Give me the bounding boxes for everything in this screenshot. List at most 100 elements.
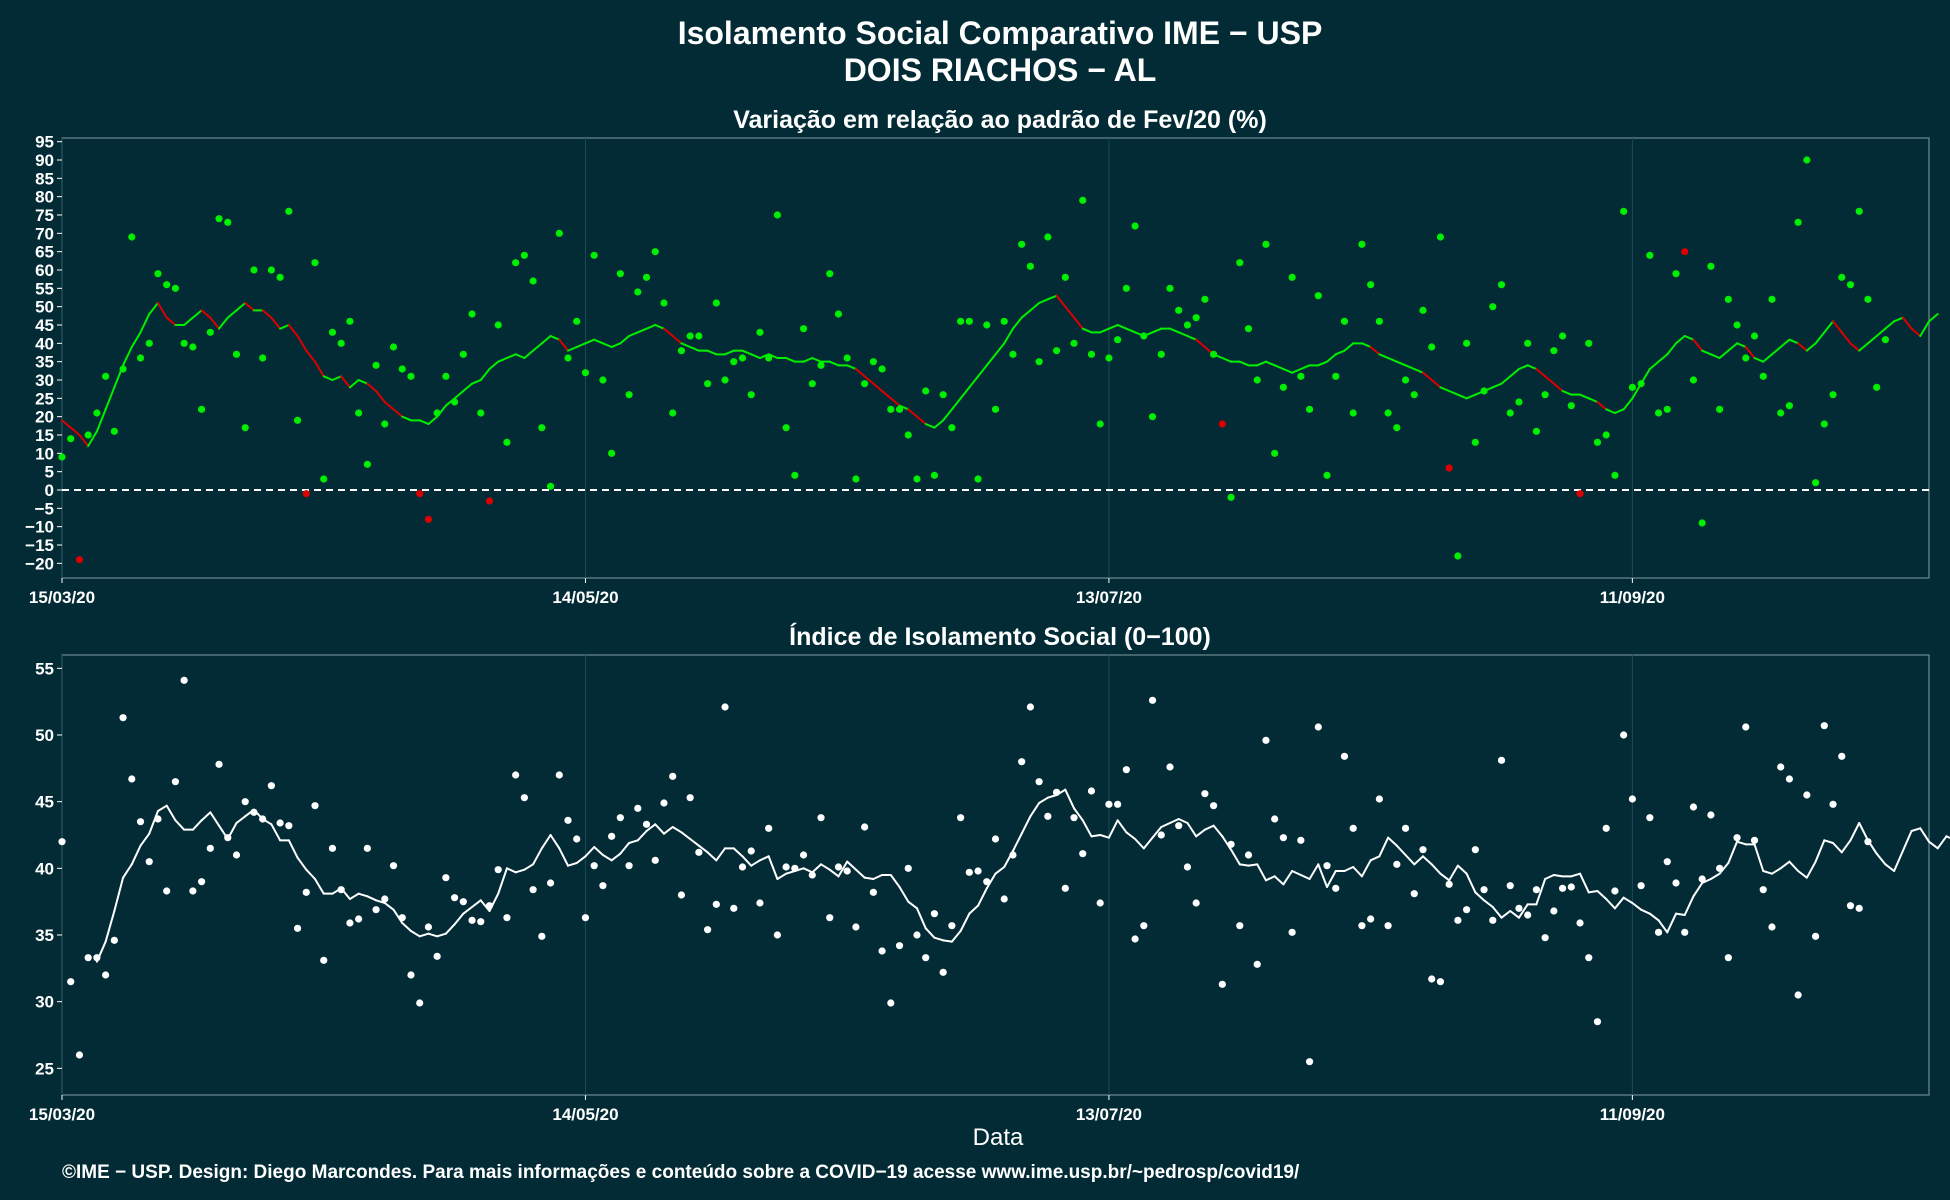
data-point [1288,273,1296,281]
data-point [1052,788,1061,796]
moving-average-segment [427,415,439,425]
data-point [250,266,258,274]
data-point [259,815,267,823]
moving-average-segment [357,379,369,385]
moving-average-segment [1282,870,1294,886]
data-point [564,816,572,824]
moving-average-segment [872,874,884,880]
data-point [1288,928,1296,936]
data-point [756,328,764,336]
moving-average-segment [1465,393,1477,400]
data-point [660,799,668,807]
moving-average-segment [1177,331,1189,337]
moving-average-segment [1666,342,1677,356]
data-point [712,900,720,908]
data-point [75,1051,84,1059]
moving-average-segment [165,804,177,822]
data-point [1873,383,1881,391]
moving-average-segment [619,842,631,855]
moving-average-segment [1081,327,1093,334]
moving-average-segment [1509,368,1520,378]
data-point [1646,251,1654,259]
moving-average-segment [1360,859,1372,878]
moving-average-segment [689,838,700,847]
data-point [686,794,694,802]
moving-average-segment [959,386,971,400]
moving-average-segment [305,868,317,880]
moving-average-segment [1727,840,1739,864]
moving-average-segment [1579,872,1590,894]
data-point [1620,207,1628,215]
x-axis-label: Data [973,1124,1024,1151]
data-point [1201,295,1209,303]
data-point [1541,391,1549,399]
data-point [355,915,363,923]
moving-average-segment [593,338,604,345]
moving-average-segment [1849,822,1861,842]
moving-average-segment [532,847,543,866]
moving-average-segment [1177,818,1189,824]
moving-average-segment [985,872,997,890]
moving-average-segment [1038,796,1049,804]
data-point [1227,493,1235,501]
moving-average-segment [383,401,395,411]
moving-average-segment [601,342,613,348]
data-point [651,856,659,864]
moving-average-segment [1195,828,1206,838]
moving-average-segment [636,327,648,334]
data-point [1611,471,1619,479]
data-point [826,270,834,278]
y-tick-label: −20 [25,554,54,573]
data-point [1506,882,1514,890]
data-point [738,354,747,362]
data-point [1689,803,1698,811]
moving-average-segment [1404,854,1416,866]
moving-average-segment [846,860,857,871]
data-point [1393,860,1401,868]
moving-average-segment [1736,840,1747,846]
data-point [215,760,223,768]
data-point [1785,775,1794,783]
data-point [1044,233,1052,241]
moving-average-segment [1352,866,1363,878]
data-point [424,923,433,931]
data-point [913,475,921,483]
moving-average-segment [191,819,203,831]
data-point [834,863,843,871]
data-point [1262,240,1270,248]
data-point [433,952,441,960]
y-tick-label: 35 [35,353,54,372]
data-point [642,273,651,281]
moving-average-segment [863,375,875,385]
moving-average-segment [1299,364,1311,370]
data-point [1724,954,1732,962]
moving-average-segment [724,349,735,356]
moving-average-segment [1840,839,1852,854]
moving-average-segment [244,302,255,312]
data-point [1349,409,1357,417]
data-point [485,902,494,910]
data-point [337,886,345,894]
moving-average-segment [1683,335,1695,341]
data-point [424,515,433,523]
moving-average-segment [558,338,570,352]
moving-average-segment [567,862,578,867]
data-point [1201,790,1209,798]
main-title-line1: Isolamento Social Comparativo IME − USP [678,15,1323,51]
data-point [241,798,249,806]
moving-average-segment [776,872,788,880]
y-tick-label: 55 [35,279,54,298]
data-point [459,898,467,906]
data-point [389,862,398,870]
moving-average-segment [1727,342,1739,352]
moving-average-segment [1840,331,1852,345]
moving-average-segment [218,316,229,330]
moving-average-segment [392,408,404,418]
data-point [1183,321,1192,329]
moving-average-segment [479,899,491,912]
data-point [232,851,241,859]
data-point [834,310,843,318]
data-point [259,354,267,362]
data-point [1419,306,1427,314]
data-point [320,475,328,483]
